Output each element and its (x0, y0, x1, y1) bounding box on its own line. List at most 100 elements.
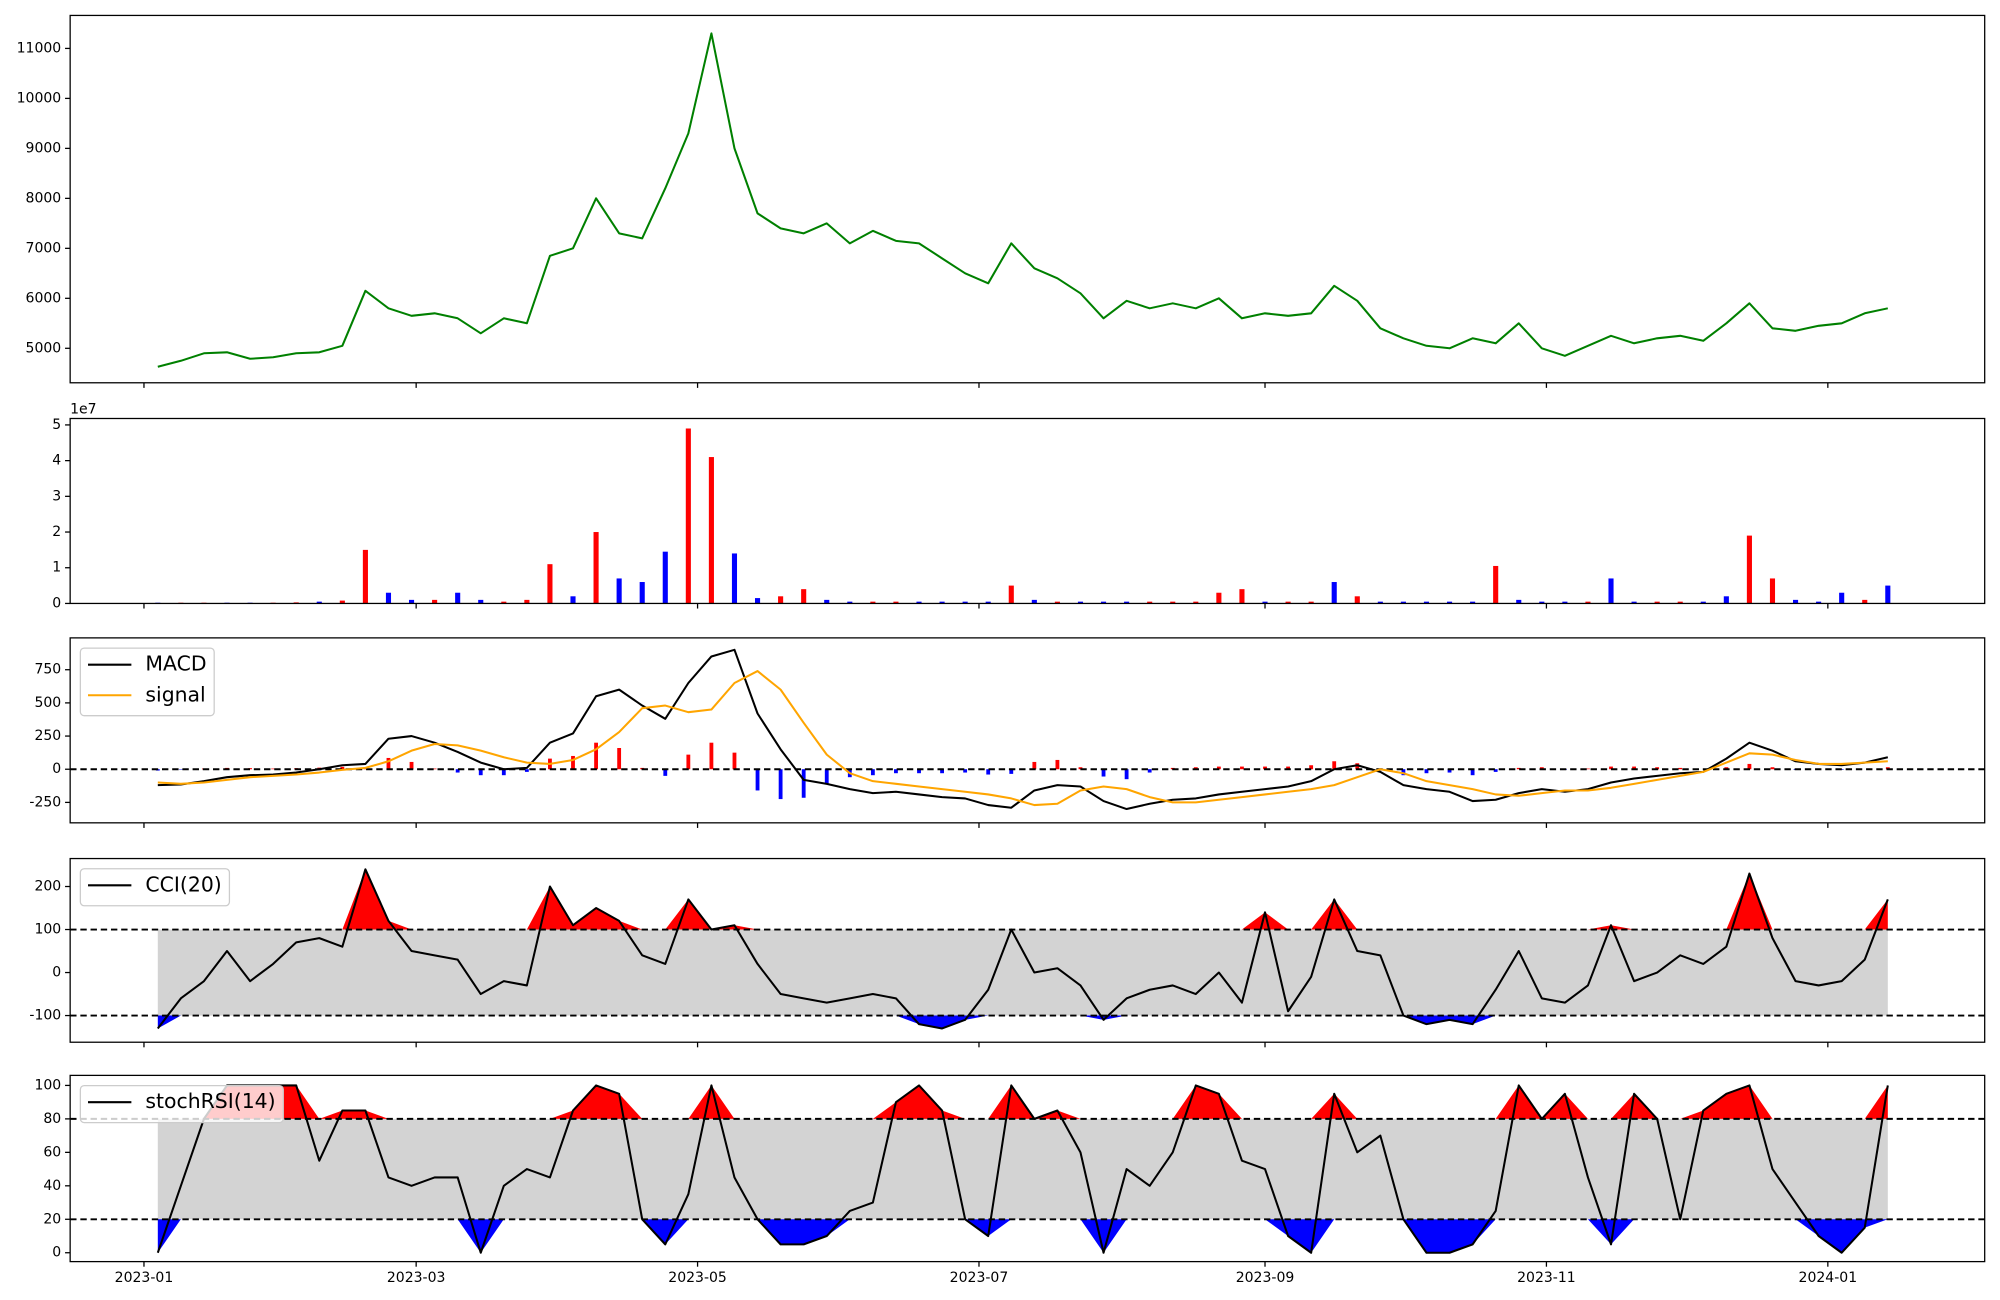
y-tick-label: 0 (52, 1245, 61, 1261)
y-tick-label: -100 (29, 1008, 61, 1024)
histogram-bar (1216, 766, 1221, 770)
y-tick-label: 0 (52, 965, 61, 981)
histogram-bar (686, 754, 691, 770)
histogram-bar (1009, 769, 1014, 774)
y-tick-label: 40 (43, 1178, 61, 1194)
y-tick-label: 10000 (17, 90, 62, 106)
volume-bar (1446, 601, 1453, 604)
volume-bar (1100, 601, 1107, 604)
y-tick-label: 750 (34, 662, 61, 678)
histogram-bar (1032, 761, 1037, 770)
y-tick-label: 11000 (17, 40, 62, 56)
series-line (156, 868, 1889, 1030)
histogram-bar (1147, 769, 1152, 773)
volume-bar (1792, 599, 1799, 604)
volume-bar (1654, 601, 1660, 604)
histogram-bar (940, 769, 944, 774)
y-tick-label: 0 (52, 595, 61, 611)
volume-bar (847, 601, 853, 604)
volume-bar (1516, 599, 1522, 604)
volume-bar (731, 553, 738, 604)
histogram-bar (1586, 768, 1590, 770)
volume-bar (1539, 601, 1545, 604)
volume-bar (1631, 601, 1637, 604)
histogram-bar (917, 769, 921, 774)
histogram-bar (409, 761, 414, 770)
histogram-bar (617, 748, 622, 770)
volume-bar (1470, 601, 1476, 604)
volume-bar (893, 601, 899, 604)
y-tick-label: 250 (34, 728, 61, 744)
y-tick-label: 100 (34, 922, 61, 938)
volume-bar (1008, 585, 1014, 604)
panel-frame (69, 637, 1986, 824)
volume-bar (1031, 599, 1037, 604)
volume-bar (754, 598, 761, 604)
volume-bar (1723, 596, 1729, 604)
histogram-bar (386, 757, 391, 770)
histogram-bar (1263, 766, 1267, 770)
series-line (156, 1084, 1889, 1254)
volume-bar (593, 532, 599, 604)
volume-bar (316, 601, 322, 604)
volume-bar (1746, 535, 1752, 604)
histogram-bar (1516, 767, 1521, 770)
y-tick-label: 3 (52, 488, 61, 504)
volume-bar (1562, 601, 1568, 604)
histogram-bar (1632, 766, 1636, 770)
x-tick-label: 2023-09 (1236, 1270, 1295, 1286)
histogram-bar (963, 769, 968, 773)
histogram-bar (1609, 766, 1613, 770)
volume-bar (639, 582, 645, 604)
volume-bar (1377, 601, 1383, 604)
panel-frame (69, 1074, 1986, 1263)
histogram-bar (778, 769, 783, 800)
y-tick-label: 5 (52, 417, 61, 433)
histogram-bar (1447, 769, 1452, 773)
histogram-bar (801, 769, 806, 798)
volume-bar (547, 564, 553, 604)
histogram-bar (709, 742, 714, 770)
y-tick-label: 1 (52, 560, 61, 576)
volume-bar (1285, 601, 1291, 604)
legend-label: MACD (145, 652, 206, 676)
histogram-bar (1424, 769, 1429, 774)
volume-bar (478, 599, 484, 604)
x-tick-label: 2023-05 (668, 1270, 727, 1286)
histogram-bar (732, 752, 737, 770)
y-tick-label: 60 (43, 1144, 61, 1160)
y-tick-label: 4 (52, 453, 61, 469)
histogram-bar (571, 755, 575, 770)
histogram-bar (1078, 767, 1083, 770)
histogram-bar (340, 766, 345, 770)
histogram-bar (524, 769, 529, 772)
legend-box (79, 1084, 284, 1124)
volume-bar (1193, 601, 1199, 604)
histogram-bar (1770, 767, 1775, 770)
histogram-bar (1470, 769, 1475, 776)
volume-bar (1400, 601, 1406, 604)
volume-bar (708, 457, 714, 604)
histogram-bar (455, 769, 460, 773)
x-tick-label: 2024-01 (1799, 1270, 1858, 1286)
histogram-bar (870, 769, 875, 776)
histogram-bar (248, 768, 252, 770)
volume-bar (962, 601, 968, 604)
volume-bar (570, 596, 576, 604)
volume-bar (870, 601, 876, 604)
series-line (157, 670, 1888, 807)
x-tick-label: 2023-01 (115, 1270, 174, 1286)
histogram-bar (271, 768, 276, 770)
histogram-bar (1124, 769, 1129, 780)
histogram-bar (1193, 767, 1198, 770)
volume-bar (408, 599, 415, 604)
volume-bar (939, 601, 945, 604)
volume-bar (524, 599, 530, 604)
volume-bar (1170, 601, 1176, 604)
histogram-bar (1240, 766, 1244, 770)
legend-box (79, 868, 231, 907)
histogram-bar (1332, 761, 1337, 770)
y-tick-label: 6000 (26, 290, 62, 306)
histogram-bar (1724, 767, 1729, 770)
histogram-bar (1655, 767, 1660, 770)
